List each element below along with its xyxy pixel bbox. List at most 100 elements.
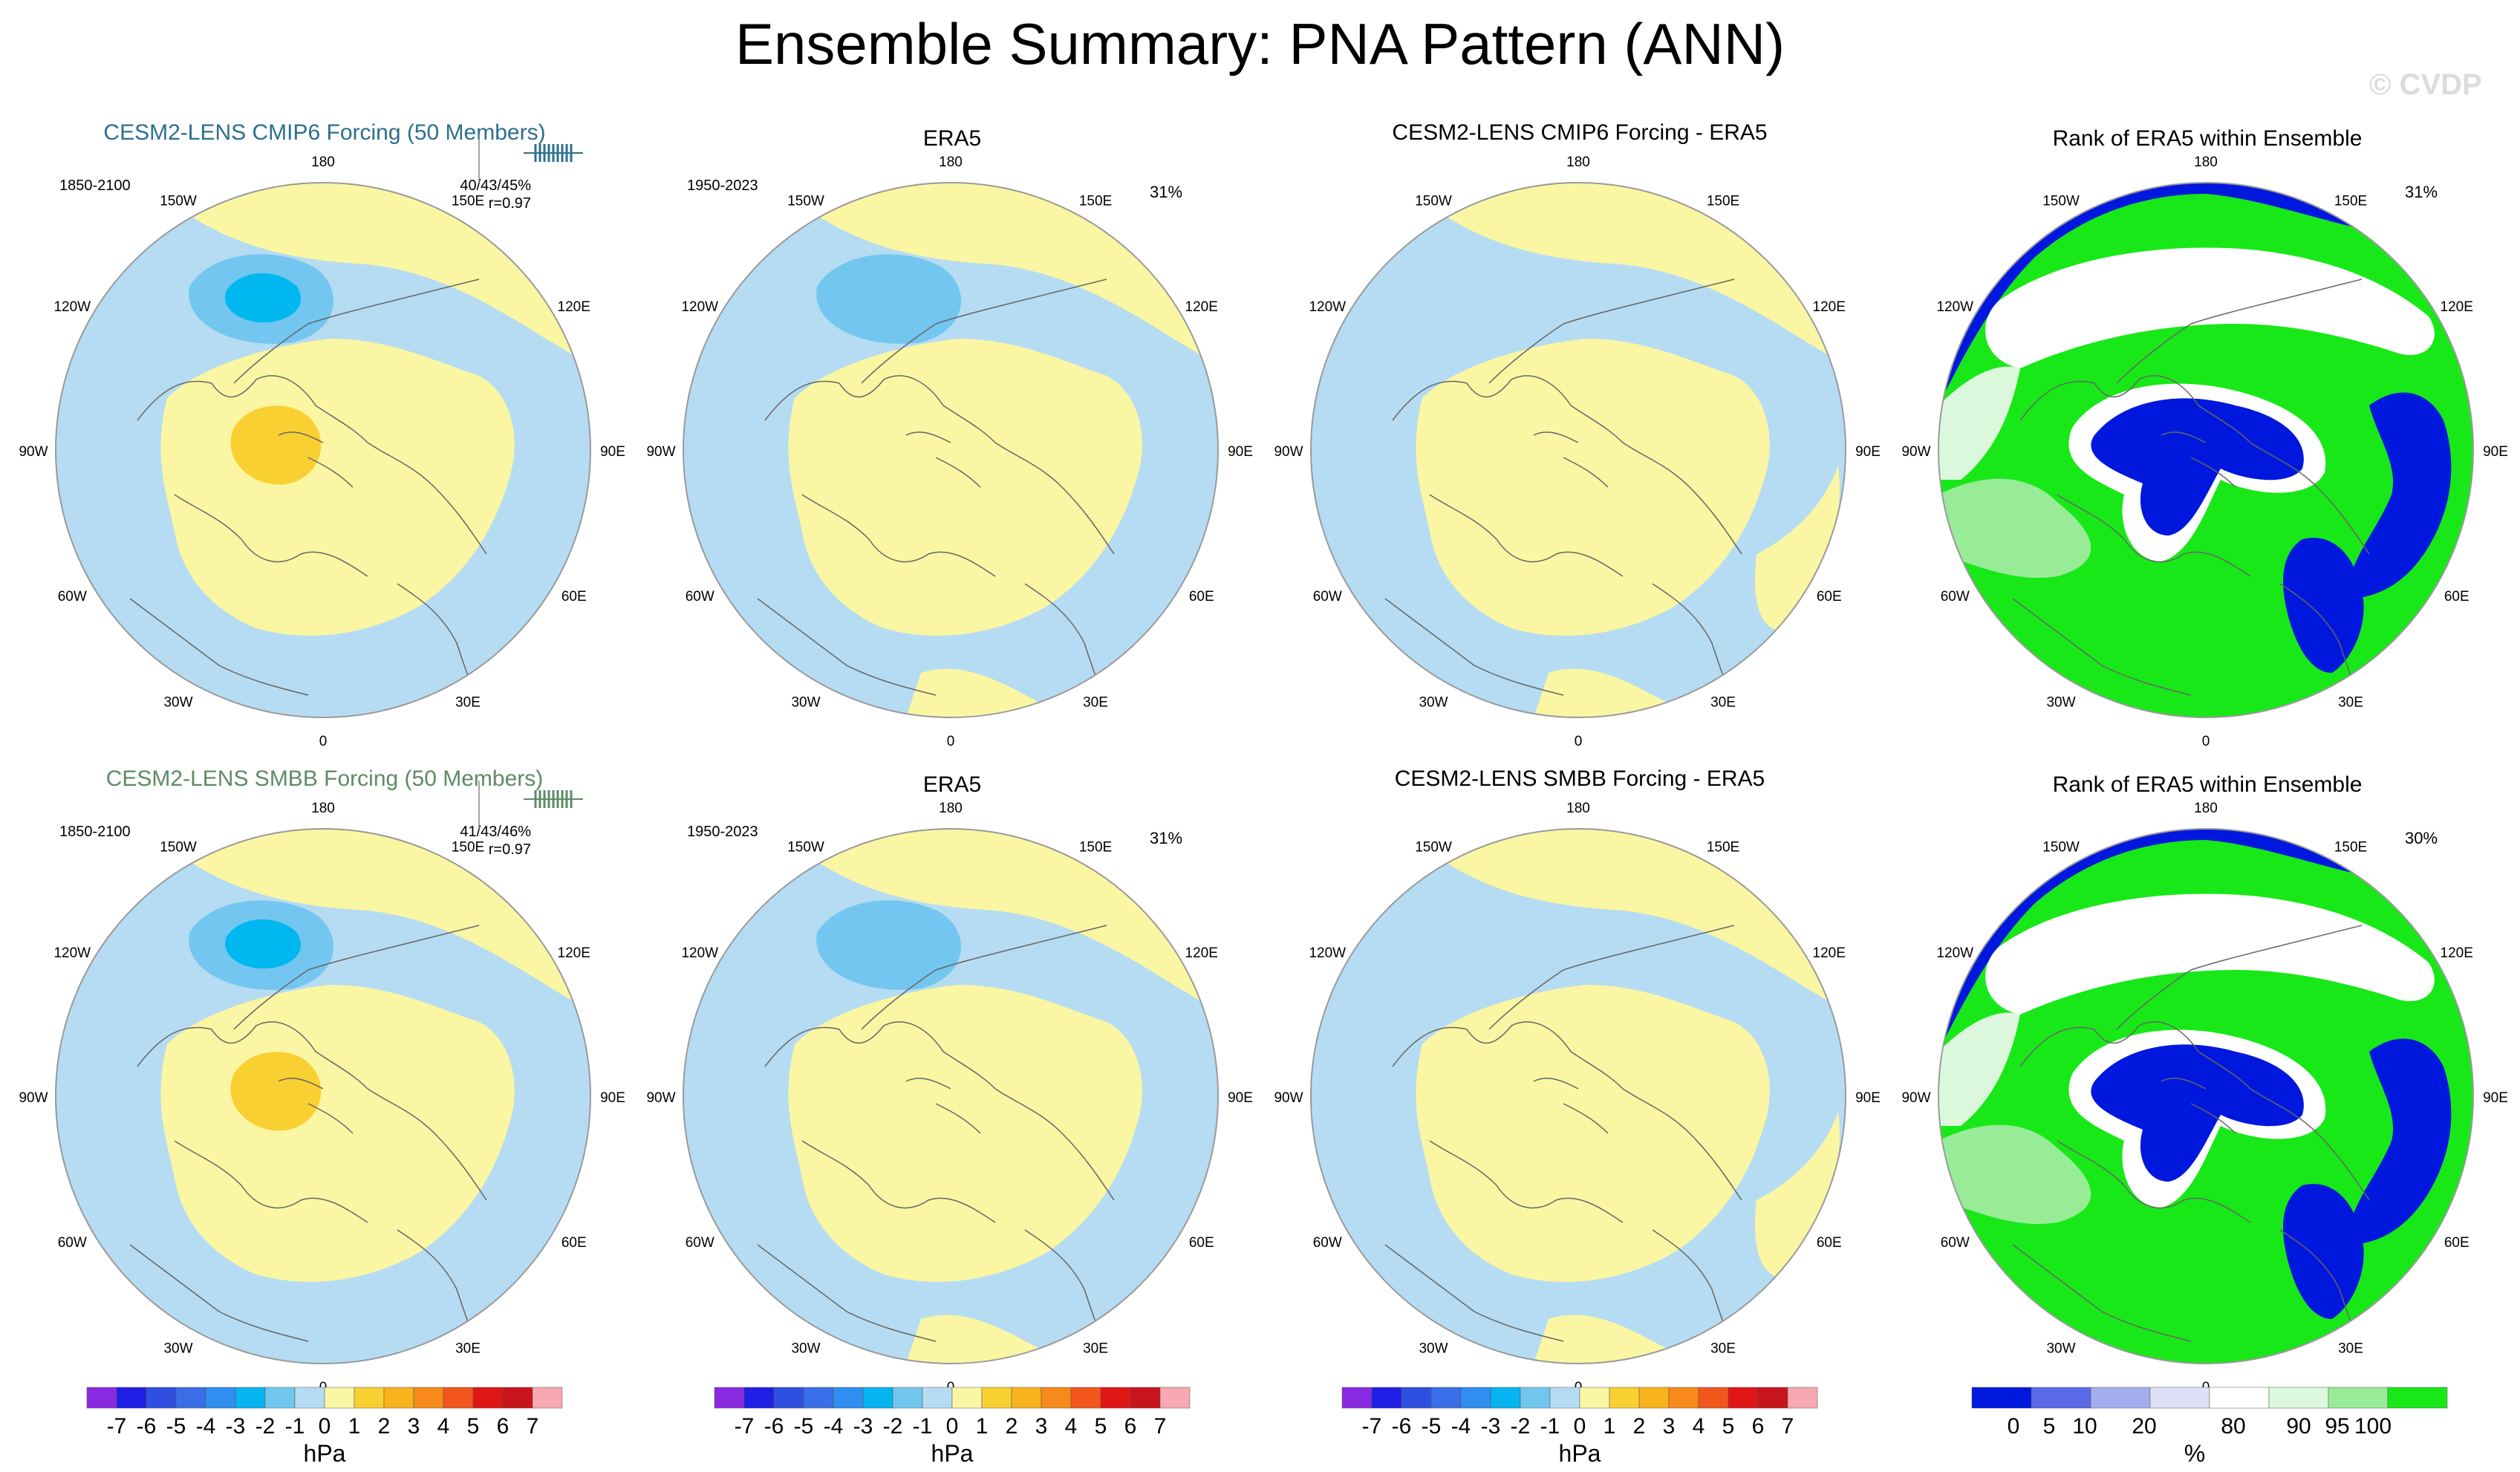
lon-label-w90: 90W	[1901, 1090, 1930, 1106]
colorbar-hpa-3: -7 -6 -5 -4 -3 -2 -1 0 1 2 3 4 5 6 7 hPa	[1341, 1387, 1818, 1467]
lon-label-w150: 150W	[787, 193, 824, 209]
field-low-core	[225, 919, 302, 969]
colorbar-tick: 6	[1124, 1414, 1137, 1439]
coastline-3	[2250, 1088, 2370, 1201]
colorbar-swatch	[2209, 1387, 2270, 1409]
period-label: 1950-2023	[687, 824, 758, 840]
colorbar-tick: 7	[1782, 1414, 1794, 1439]
map-outline	[1938, 828, 2474, 1364]
colorbar-swatch	[1668, 1387, 1699, 1409]
lon-label-c180: 180	[1566, 154, 1590, 170]
colorbar-swatch	[2268, 1387, 2329, 1409]
colorbar-unit: hPa	[931, 1440, 974, 1467]
map-panel-ens1: 180 150E 120E 90E 60E 30E 0 30W 60W 90W 120W 150W 18…	[19, 134, 625, 749]
lon-label-w120: 120W	[1309, 945, 1346, 961]
lon-label-w30: 30W	[1419, 1341, 1448, 1357]
lon-label-e30: 30E	[2338, 1341, 2363, 1357]
coastline-2	[861, 279, 1107, 384]
coastline-1	[2057, 1140, 2251, 1223]
lon-label-w120: 120W	[53, 945, 91, 961]
colorbar-swatch	[2031, 1387, 2091, 1409]
lon-label-w120: 120W	[53, 299, 91, 315]
coastline-2	[2116, 925, 2363, 1030]
rank-field-white-band	[1985, 247, 2435, 368]
colorbar-tick: -1	[285, 1414, 305, 1439]
coastline-1	[174, 494, 368, 577]
coastline-4	[757, 598, 937, 696]
lon-label-e90: 90E	[1855, 444, 1881, 460]
lon-label-w150: 150W	[1415, 193, 1452, 209]
colorbar-tick: 2	[378, 1414, 391, 1439]
panel-title-rank1: Rank of ERA5 within Ensemble	[2052, 126, 2363, 151]
lon-label-c180: 180	[2194, 801, 2218, 816]
member-spread-marker	[478, 781, 583, 829]
coastline-0	[1392, 1021, 1624, 1090]
colorbar-swatch	[235, 1387, 266, 1409]
colorbar-swatch	[803, 1387, 834, 1409]
lon-label-w90: 90W	[1901, 444, 1930, 460]
colorbar-tick: 0	[1574, 1414, 1586, 1439]
lon-label-e120: 120E	[558, 945, 590, 961]
lon-label-c180: 180	[2194, 154, 2218, 170]
lon-label-w60: 60W	[58, 589, 87, 605]
variance-pct: 31%	[1150, 829, 1182, 847]
colorbar-unit: hPa	[304, 1440, 346, 1467]
lon-label-w90: 90W	[19, 1090, 48, 1106]
colorbar-swatch	[951, 1387, 983, 1409]
field-positive-bottom	[906, 668, 1040, 717]
lon-label-w60: 60W	[1941, 589, 1970, 605]
colorbar-swatch	[1401, 1387, 1432, 1409]
coastline-0	[137, 375, 368, 443]
colorbar-tick: 6	[1752, 1414, 1765, 1439]
coastline-3	[994, 442, 1115, 555]
lon-label-w150: 150W	[2042, 193, 2080, 209]
lon-label-e60: 60E	[2444, 1235, 2469, 1251]
coastline-4	[129, 1244, 309, 1342]
colorbar-swatch	[1698, 1387, 1729, 1409]
coastline-2	[233, 925, 480, 1030]
colorbar-tick: 100	[2354, 1414, 2392, 1439]
lon-label-e150: 150E	[452, 839, 484, 855]
map-fill-obs1	[683, 183, 1218, 717]
colorbar-swatch	[1787, 1387, 1818, 1409]
coastline-0	[2019, 1021, 2251, 1090]
lon-label-e30: 30E	[1083, 695, 1108, 711]
colorbar-swatch	[2149, 1387, 2210, 1409]
field-positive-bottom	[906, 1315, 1040, 1364]
coastline-4	[1384, 598, 1564, 696]
coastline-0	[2019, 375, 2251, 443]
colorbar-tick: 3	[1035, 1414, 1048, 1439]
coastline-3	[367, 442, 487, 555]
colorbar-swatch	[2090, 1387, 2151, 1409]
colorbar-swatch	[892, 1387, 923, 1409]
lon-label-w60: 60W	[58, 1235, 87, 1251]
lon-label-w120: 120W	[681, 299, 718, 315]
map-outline	[55, 828, 591, 1364]
colorbar-hpa-1: -7 -6 -5 -4 -3 -2 -1 0 1 2 3 4 5 6 7 hPa	[86, 1387, 563, 1467]
lon-label-c180: 180	[939, 801, 963, 816]
variance-stats: 41/43/46%	[460, 824, 531, 840]
colorbar-swatch	[1011, 1387, 1042, 1409]
field-positive-bottom	[1534, 1315, 1667, 1364]
coastline-3	[367, 1088, 487, 1201]
field-positive-region	[1416, 339, 1770, 636]
lon-label-w30: 30W	[791, 695, 820, 711]
lon-label-c0: 0	[319, 734, 328, 749]
colorbar-tick: -6	[1392, 1414, 1412, 1439]
colorbar-tick: -6	[764, 1414, 784, 1439]
field-positive-bottom	[1534, 668, 1667, 717]
member-spread-marker	[478, 134, 583, 183]
lon-label-w60: 60W	[1941, 1235, 1970, 1251]
panel-title-obs2: ERA5	[922, 772, 982, 797]
field-low-core	[225, 273, 302, 323]
colorbar-unit: %	[2184, 1440, 2205, 1467]
colorbar-swatch	[1520, 1387, 1551, 1409]
map-panel-ens2: 180150E120E90E60E30E030W60W90W120W150W18…	[19, 781, 625, 1396]
coastline-0	[764, 1021, 996, 1090]
colorbar-swatch	[294, 1387, 325, 1409]
colorbar-swatch	[1070, 1387, 1101, 1409]
colorbar-swatch	[1728, 1387, 1759, 1409]
coastline-1	[174, 1140, 368, 1223]
colorbar-swatch	[714, 1387, 745, 1409]
lon-label-e90: 90E	[600, 444, 625, 460]
